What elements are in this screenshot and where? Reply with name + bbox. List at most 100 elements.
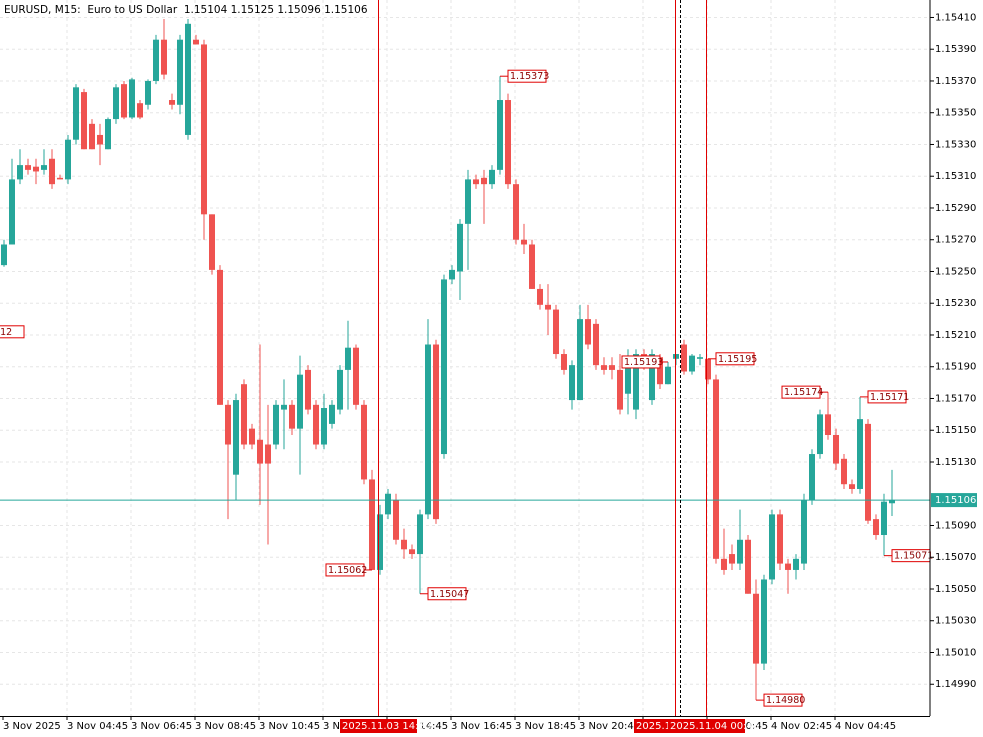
candle-body: [457, 223, 463, 272]
candle-body: [505, 100, 511, 185]
candle-body: [425, 344, 431, 515]
x-tick-label: 3 Nov 2025: [3, 721, 61, 732]
y-tick-label: 1.14990: [935, 679, 976, 690]
current-price-label: 1.15106: [935, 495, 976, 506]
candle-body: [769, 514, 775, 580]
candle-body: [681, 344, 687, 372]
candle-body: [289, 404, 295, 429]
candle-body: [65, 139, 71, 180]
candle-body: [801, 500, 807, 564]
candle-body: [657, 357, 663, 385]
y-tick-label: 1.15130: [935, 457, 976, 468]
candle-body: [465, 179, 471, 224]
candle-body: [793, 558, 799, 570]
y-tick-label: 1.15150: [935, 425, 976, 436]
x-tick-label: 3 Nov 16:45: [451, 721, 512, 732]
candle-body: [73, 87, 79, 140]
candle-body: [217, 269, 223, 405]
candle-body: [561, 354, 567, 370]
candle-body: [593, 323, 599, 366]
annotation-label: 1.15062: [328, 565, 367, 576]
y-tick-label: 1.15270: [935, 235, 976, 246]
candle-body: [745, 539, 751, 594]
candle-body: [345, 347, 351, 370]
candle-body: [873, 519, 879, 536]
y-tick-label: 1.15090: [935, 520, 976, 531]
annotation-box: [781, 385, 821, 399]
candle-body: [89, 123, 95, 150]
candle-body: [305, 369, 311, 410]
annotation-label: 1.15193: [624, 357, 663, 368]
candle-body: [497, 100, 503, 170]
current-price-box: [931, 493, 977, 508]
candle-body: [721, 558, 727, 570]
candle-body: [393, 500, 399, 540]
y-tick-label: 1.15310: [935, 171, 976, 182]
candle-body: [17, 165, 23, 180]
candle-body: [473, 179, 479, 185]
candle-body: [385, 493, 391, 515]
candle-body: [209, 214, 215, 270]
time-marker-label: 2025.11.04 00:45: [670, 721, 759, 732]
candle-body: [1, 244, 7, 266]
candle-body: [377, 514, 383, 570]
candle-body: [41, 165, 47, 170]
time-marker-label: 2025.11.03 14:30: [342, 721, 431, 732]
candle-body: [737, 539, 743, 564]
candle-body: [449, 269, 455, 280]
candle-body: [729, 554, 735, 564]
x-tick-label: 3 Nov 18:45: [515, 721, 576, 732]
time-marker-box: [668, 719, 745, 733]
candle-body: [249, 428, 255, 445]
annotation-box: [427, 587, 467, 601]
candle-body: [417, 514, 423, 555]
annotation-box: [763, 693, 803, 707]
candle-body: [585, 319, 591, 345]
annotation-box: [621, 355, 661, 369]
y-tick-label: 1.15370: [935, 76, 976, 87]
time-marker-box: [634, 719, 670, 733]
candle-body: [833, 434, 839, 464]
candle-body: [401, 539, 407, 550]
candle-body: [617, 369, 623, 410]
candle-body: [265, 444, 271, 464]
candle-body: [225, 404, 231, 445]
candle-body: [705, 358, 711, 380]
y-tick-label: 1.15170: [935, 393, 976, 404]
candle-body: [57, 177, 63, 180]
y-tick-label: 1.15210: [935, 330, 976, 341]
candle-body: [817, 414, 823, 455]
candle-body: [281, 404, 287, 410]
annotation-label: 1.15171: [870, 392, 909, 403]
candle-body: [97, 134, 103, 145]
candle-body: [409, 549, 415, 555]
y-tick-label: 1.15030: [935, 616, 976, 627]
candle-body: [513, 184, 519, 240]
x-tick-label: 3 Nov 06:45: [131, 721, 192, 732]
candle-body: [369, 479, 375, 570]
candle-body: [337, 369, 343, 410]
y-tick-label: 1.15350: [935, 108, 976, 119]
candle-body: [361, 404, 367, 480]
candle-body: [609, 365, 615, 370]
annotation-label: 1.15047: [430, 589, 469, 600]
y-tick-label: 1.15010: [935, 647, 976, 658]
candle-body: [489, 169, 495, 185]
candle-body: [321, 408, 327, 445]
annotation-label: 5212: [0, 327, 12, 338]
candle-body: [529, 244, 535, 289]
candle-body: [137, 103, 143, 118]
x-tick-label: 3 Nov 04:45: [67, 721, 128, 732]
candle-body: [273, 404, 279, 445]
candle-body: [481, 177, 487, 185]
candle-body: [313, 404, 319, 445]
time-marker-box: [340, 719, 417, 733]
candle-body: [121, 84, 127, 118]
time-marker-label: 2025.1: [636, 721, 671, 732]
annotation-label: 1.15195: [718, 354, 757, 365]
y-tick-label: 1.15070: [935, 552, 976, 563]
y-tick-label: 1.15230: [935, 298, 976, 309]
candle-body: [569, 365, 575, 401]
candle-body: [169, 100, 175, 105]
